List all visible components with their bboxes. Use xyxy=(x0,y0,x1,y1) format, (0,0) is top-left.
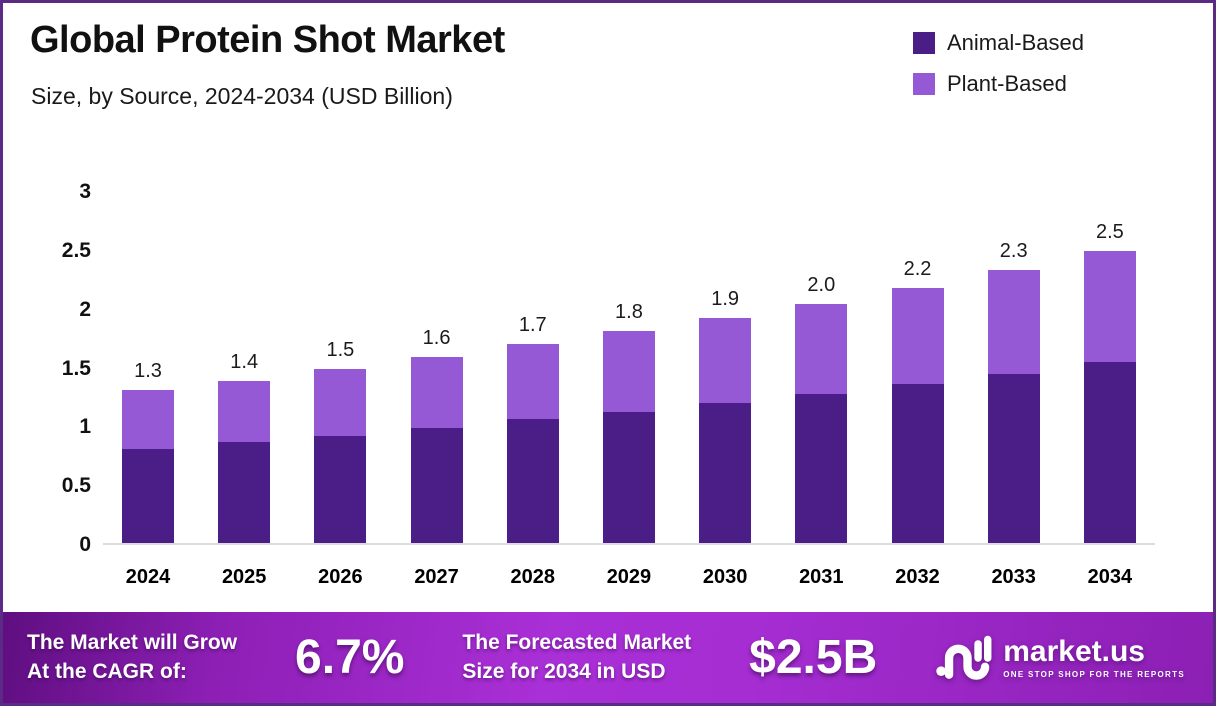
legend-label: Animal-Based xyxy=(947,30,1084,55)
bar-total-label: 2.2 xyxy=(903,257,932,280)
animal-based-segment xyxy=(987,373,1040,543)
x-tick-label: 2031 xyxy=(799,566,844,588)
x-tick-label: 2028 xyxy=(510,566,556,588)
cagr-caption: The Market will Grow At the CAGR of: xyxy=(27,629,237,686)
animal-based-segment xyxy=(410,427,463,543)
bar-column: 1.6 xyxy=(410,327,463,543)
forecast-caption: The Forecasted Market Size for 2034 in U… xyxy=(462,629,691,686)
x-tick-label: 2027 xyxy=(414,566,459,588)
bar-total-label: 1.6 xyxy=(422,327,451,350)
x-tick-label: 2032 xyxy=(895,566,940,588)
forecast-caption-line1: The Forecasted Market xyxy=(462,631,692,655)
bar-column: 2.5 xyxy=(1083,221,1136,543)
x-tick-label: 2026 xyxy=(318,566,363,588)
forecast-caption-line2: Size for 2034 in USD xyxy=(462,659,666,683)
plot-area: 1.3 1.4 1.5 1.6 1.7 1.8 1.9 2.0 2.2 2.3 2.5 xyxy=(103,192,1155,543)
x-tick-label: 2024 xyxy=(125,566,171,588)
bar-column: 2.0 xyxy=(795,274,848,543)
bar-total-label: 2.5 xyxy=(1095,221,1124,244)
legend-item-animal-based: Animal-Based xyxy=(913,30,1084,56)
bar-total-label: 1.5 xyxy=(326,338,355,361)
cagr-value: 6.7% xyxy=(295,631,405,684)
bar-total-label: 1.8 xyxy=(615,301,643,324)
page-subtitle: Size, by Source, 2024-2034 (USD Billion) xyxy=(31,83,453,109)
plot-frame: 1.3 1.4 1.5 1.6 1.7 1.8 1.9 2.0 2.2 2.3 2.5 xyxy=(103,192,1155,545)
x-tick-label: 2025 xyxy=(221,566,267,588)
animal-based-segment xyxy=(314,435,367,543)
plant-based-segment xyxy=(314,368,367,436)
bar-total-label: 1.3 xyxy=(134,360,162,383)
bar-total-label: 1.4 xyxy=(230,350,259,373)
cagr-caption-line1: The Market will Grow xyxy=(27,631,238,655)
animal-based-segment xyxy=(602,412,655,543)
y-tick-label: 2.5 xyxy=(61,238,91,262)
y-tick-label: 1.5 xyxy=(61,356,91,380)
animal-based-segment xyxy=(506,419,559,543)
plant-based-segment xyxy=(795,304,848,394)
y-tick-label: 0.5 xyxy=(61,474,91,498)
animal-based-swatch xyxy=(913,32,935,54)
bar-column: 1.5 xyxy=(314,338,367,543)
bar-column: 2.3 xyxy=(987,240,1040,543)
plant-based-segment xyxy=(410,357,463,428)
bar-total-label: 1.7 xyxy=(518,314,547,337)
brand-tagline: ONE STOP SHOP FOR THE REPORTS xyxy=(1003,669,1185,679)
bar-column: 1.8 xyxy=(602,301,655,543)
animal-based-segment xyxy=(1083,361,1136,543)
x-axis: 2024 2025 2026 2027 2028 2029 2030 2031 2032 2033… xyxy=(103,566,1155,589)
animal-based-segment xyxy=(122,448,174,543)
legend-label: Plant-Based xyxy=(947,71,1067,96)
animal-based-segment xyxy=(891,384,944,543)
cagr-caption-line2: At the CAGR of: xyxy=(27,659,187,683)
plant-based-swatch xyxy=(913,73,935,95)
y-tick-label: 3 xyxy=(79,180,91,203)
x-tick-label: 2030 xyxy=(702,566,748,588)
plant-based-segment xyxy=(699,318,752,403)
brand-logo: market.us ONE STOP SHOP FOR THE REPORTS xyxy=(935,630,1185,686)
x-tick-label: 2034 xyxy=(1087,566,1133,588)
bar-column: 1.3 xyxy=(122,360,174,543)
animal-based-segment xyxy=(218,441,271,543)
y-axis: 3 2.5 2 1.5 1 0.5 0 xyxy=(3,180,91,556)
animal-based-segment xyxy=(795,393,848,543)
bar-column: 1.7 xyxy=(506,314,559,543)
plant-based-segment xyxy=(602,331,655,413)
bar-column: 1.4 xyxy=(218,350,271,543)
y-tick-label: 2 xyxy=(79,297,91,321)
y-tick-label: 1 xyxy=(79,415,91,439)
animal-based-segment xyxy=(699,402,752,543)
bar-total-label: 2.0 xyxy=(807,274,836,297)
bar-column: 2.2 xyxy=(891,257,944,543)
bar-column: 1.9 xyxy=(699,288,752,543)
plant-based-segment xyxy=(891,287,944,385)
legend: Animal-Based Plant-Based xyxy=(913,30,1084,97)
x-tick-label: 2033 xyxy=(991,566,1036,588)
plant-based-segment xyxy=(506,344,559,420)
footer-banner: The Market will Grow At the CAGR of: 6.7… xyxy=(3,612,1213,703)
plant-based-segment xyxy=(987,270,1040,374)
brand-name: market.us xyxy=(1003,634,1145,668)
plant-based-segment xyxy=(122,390,174,449)
legend-item-plant-based: Plant-Based xyxy=(913,71,1084,97)
y-tick-label: 0 xyxy=(79,533,91,556)
plant-based-segment xyxy=(1083,251,1136,362)
plant-based-segment xyxy=(218,380,271,442)
bar-total-label: 1.9 xyxy=(711,288,740,311)
bar-total-label: 2.3 xyxy=(999,240,1028,263)
forecast-value: $2.5B xyxy=(749,631,878,684)
brand-text: market.us ONE STOP SHOP FOR THE REPORTS xyxy=(1003,634,1185,679)
page-title: Global Protein Shot Market xyxy=(30,19,505,61)
x-tick-label: 2029 xyxy=(606,566,652,588)
market-us-logo-icon xyxy=(936,635,992,680)
